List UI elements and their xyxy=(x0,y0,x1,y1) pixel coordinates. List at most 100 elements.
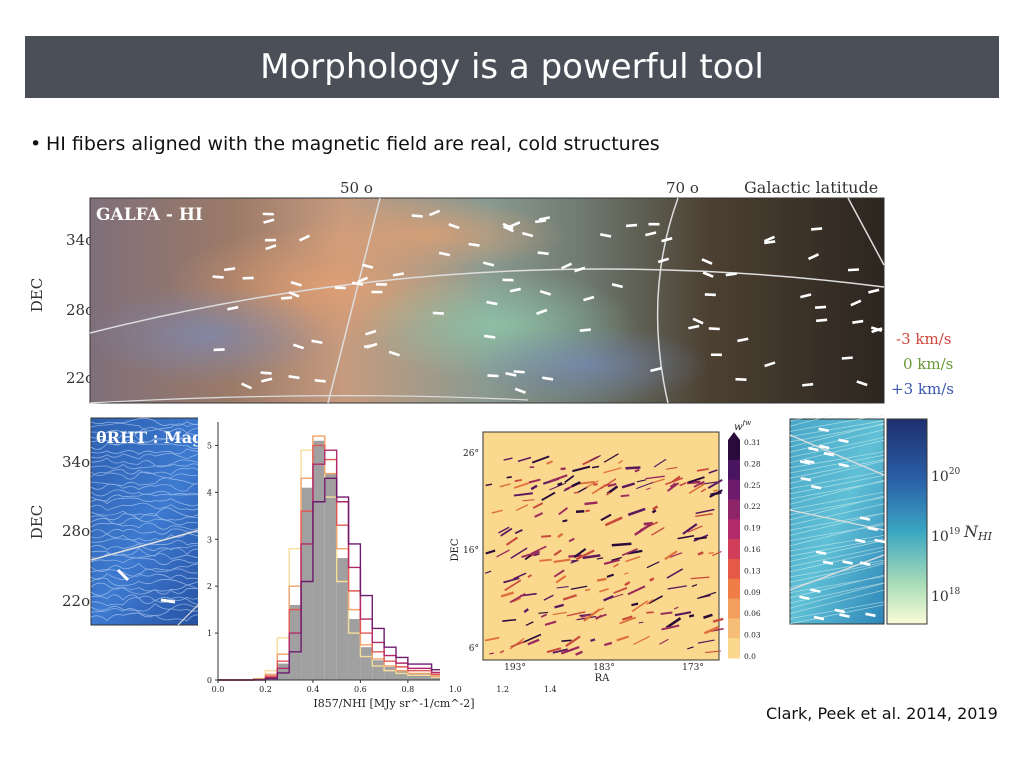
polarization-segment xyxy=(856,380,868,387)
fiber-streak xyxy=(669,552,683,558)
fiber-streak xyxy=(603,453,619,463)
fiber-streak xyxy=(659,638,669,645)
fiber-streak xyxy=(485,483,493,487)
fiber-streak xyxy=(565,635,581,648)
fiber-streak xyxy=(590,638,596,642)
fiber-streak xyxy=(652,505,659,511)
fiber-streak xyxy=(597,607,605,612)
velocity-legend-item: 0 km/s xyxy=(903,355,954,373)
polarization-segment xyxy=(763,235,776,243)
fiber-streak xyxy=(621,548,638,557)
nhi-colorbar xyxy=(886,418,928,625)
polarization-segment xyxy=(411,214,423,218)
nhi-polarization-segment xyxy=(854,538,866,544)
fiber-streak xyxy=(677,535,695,540)
polarization-segment xyxy=(363,343,376,349)
fiber-streak xyxy=(667,585,687,590)
fiber-streak xyxy=(506,476,512,479)
fiber-streak xyxy=(585,480,599,489)
fiber-streak xyxy=(553,558,571,564)
histogram-xtick: 1.0 xyxy=(449,685,462,694)
polarization-segment xyxy=(351,281,364,286)
slide-title: Morphology is a powerful tool xyxy=(25,36,999,98)
fiber-colorbar-bin xyxy=(728,519,740,540)
polarization-segment xyxy=(850,299,862,307)
fiber-streak xyxy=(503,457,513,461)
fiber-colorbar-bin xyxy=(728,499,740,520)
fiber-streak xyxy=(570,585,588,590)
fiber-streak xyxy=(596,557,604,560)
polarization-segment xyxy=(448,223,460,230)
fiber-streak xyxy=(484,636,500,642)
nhi-polarization-segment xyxy=(838,462,849,468)
fiber-streak xyxy=(562,594,577,601)
fiber-map-ytick: 26° xyxy=(463,449,479,459)
gal-lat-tick: 70 o xyxy=(666,179,699,197)
histogram-ytick: 0 xyxy=(207,676,212,685)
polarization-segment xyxy=(650,366,662,373)
nhi-polarization-segment xyxy=(808,446,819,452)
fiber-streak xyxy=(539,558,552,562)
polarization-segment xyxy=(764,361,776,368)
nhi-polarization-segment xyxy=(818,427,829,433)
histogram-xtick: 1.4 xyxy=(544,685,557,694)
fiber-map-xtick: 183° xyxy=(593,663,615,673)
fiber-streak xyxy=(617,460,624,465)
fiber-streak xyxy=(500,591,515,598)
fiber-streak xyxy=(703,613,713,619)
top-dec-tick: 28o xyxy=(66,301,94,319)
nhi-polarization-segment xyxy=(810,588,821,593)
nhi-map-svg: 1020 1019 1018 NHI xyxy=(789,400,993,625)
fiber-map-xtick: 173° xyxy=(682,663,704,673)
fiber-streak xyxy=(549,482,567,491)
fiber-streak xyxy=(611,542,632,547)
fiber-streak xyxy=(531,455,550,464)
fiber-streak xyxy=(498,526,510,534)
fiber-streak xyxy=(489,652,494,655)
fiber-streak xyxy=(664,550,678,561)
polarization-segment xyxy=(704,293,716,297)
polarization-segment xyxy=(737,337,749,343)
fiber-streak xyxy=(600,513,612,522)
fiber-streak xyxy=(579,480,595,485)
histogram-bar xyxy=(348,619,361,680)
fiber-streak xyxy=(499,483,511,488)
fiber-streak xyxy=(694,536,707,540)
fiber-streak xyxy=(627,507,646,517)
fiber-streak xyxy=(599,588,609,593)
polarization-segment xyxy=(657,257,670,264)
fiber-streak xyxy=(607,482,617,488)
polarization-segment xyxy=(764,240,776,245)
fiber-streak xyxy=(612,563,619,568)
fiber-streak xyxy=(651,509,657,514)
nhi-polarization-segment xyxy=(867,526,878,532)
fiber-streak xyxy=(504,579,522,592)
fiber-streak xyxy=(605,491,611,496)
fiber-streak xyxy=(528,478,541,484)
fiber-streak xyxy=(557,482,563,487)
polarization-segment xyxy=(311,339,323,345)
polarization-segment xyxy=(816,318,828,323)
fiber-streak xyxy=(669,482,677,489)
fiber-colorbar-tick: 0.09 xyxy=(744,588,761,597)
nhi-polarization-segment xyxy=(819,444,830,450)
citation: Clark, Peek et al. 2014, 2019 xyxy=(766,704,998,723)
polarization-segment xyxy=(486,300,498,306)
fiber-streak xyxy=(552,648,568,654)
polarization-segment xyxy=(538,216,551,221)
bullet-point: • HI fibers aligned with the magnetic fie… xyxy=(30,133,660,155)
fiber-streak xyxy=(688,476,705,484)
polarization-segment xyxy=(392,272,405,277)
fiber-streak xyxy=(585,509,590,513)
fiber-map-ytick: 6° xyxy=(469,644,479,654)
nhi-polarization-segment xyxy=(813,615,825,621)
polarization-segment xyxy=(599,233,612,238)
fiber-streak xyxy=(634,523,652,536)
fiber-streak xyxy=(624,581,631,587)
histogram-ytick: 3 xyxy=(207,535,212,544)
fiber-colorbar-tick: 0.0 xyxy=(744,652,756,661)
fiber-streak xyxy=(621,482,636,489)
fiber-streak xyxy=(505,536,519,546)
fiber-streak xyxy=(700,488,707,493)
fiber-streak xyxy=(584,501,598,506)
